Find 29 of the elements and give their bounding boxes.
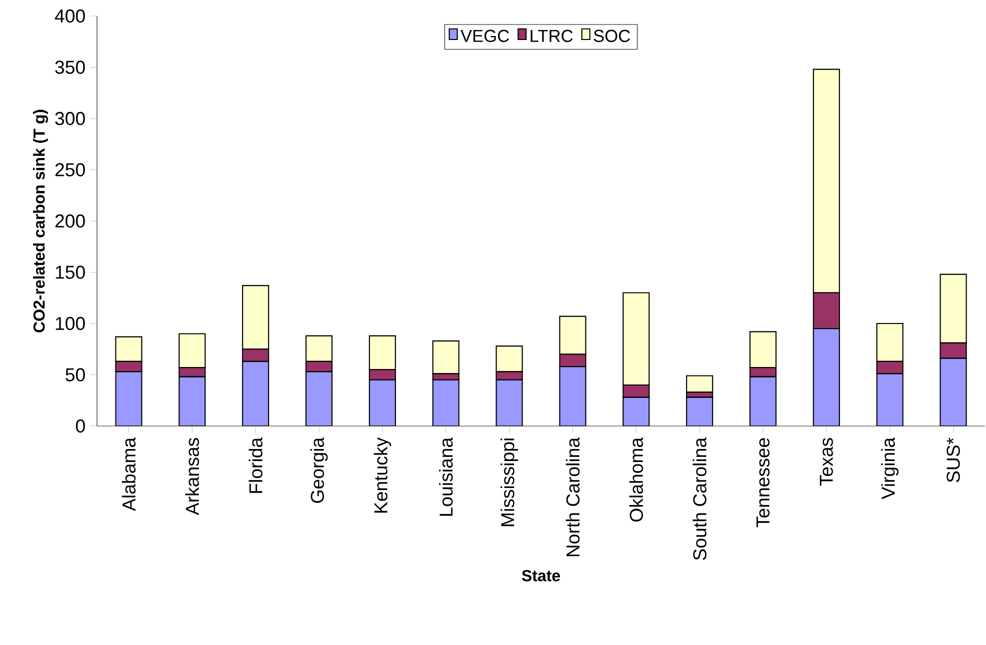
bar: [686, 375, 714, 393]
x-tick-label: Texas: [820, 438, 833, 486]
x-tick-label: Oklahoma: [629, 437, 644, 522]
legend-label: LTRC: [530, 30, 573, 42]
x-tick-label: Alabama: [122, 437, 136, 511]
x-axis-title: State: [522, 570, 560, 582]
x-tick-label: Tennessee: [756, 438, 770, 528]
y-tick-label: 0: [76, 419, 85, 433]
x-tick-label: SUS*: [946, 438, 960, 482]
x-tick-label: Georgia: [310, 437, 328, 503]
legend-label: SOC: [594, 30, 630, 42]
y-tick-label: 50: [66, 368, 85, 382]
legend-label: VEGC: [460, 30, 509, 42]
y-tick-label: 400: [54, 9, 85, 23]
x-tick-label: Virginia: [881, 437, 899, 500]
x-tick-label: Florida: [248, 437, 262, 493]
y-tick-label: 150: [56, 266, 85, 279]
x-tick-label: North Carolina: [566, 437, 580, 556]
y-tick-label: 200: [55, 214, 85, 228]
x-tick-label: Kentucky: [374, 437, 392, 513]
y-tick-label: 350: [55, 60, 85, 74]
x-tick-label: Arkansas: [185, 438, 200, 516]
y-axis-title: CO2-related carbon sink (T g): [33, 110, 48, 332]
y-tick-label: 100: [56, 316, 85, 330]
y-tick-label: 250: [55, 163, 85, 176]
y-tick-label: 300: [55, 112, 85, 126]
x-tick-label: Louisiana: [439, 437, 453, 516]
x-tick-label: South Carolina: [692, 437, 706, 560]
x-tick-label: Mississippi: [500, 438, 518, 526]
